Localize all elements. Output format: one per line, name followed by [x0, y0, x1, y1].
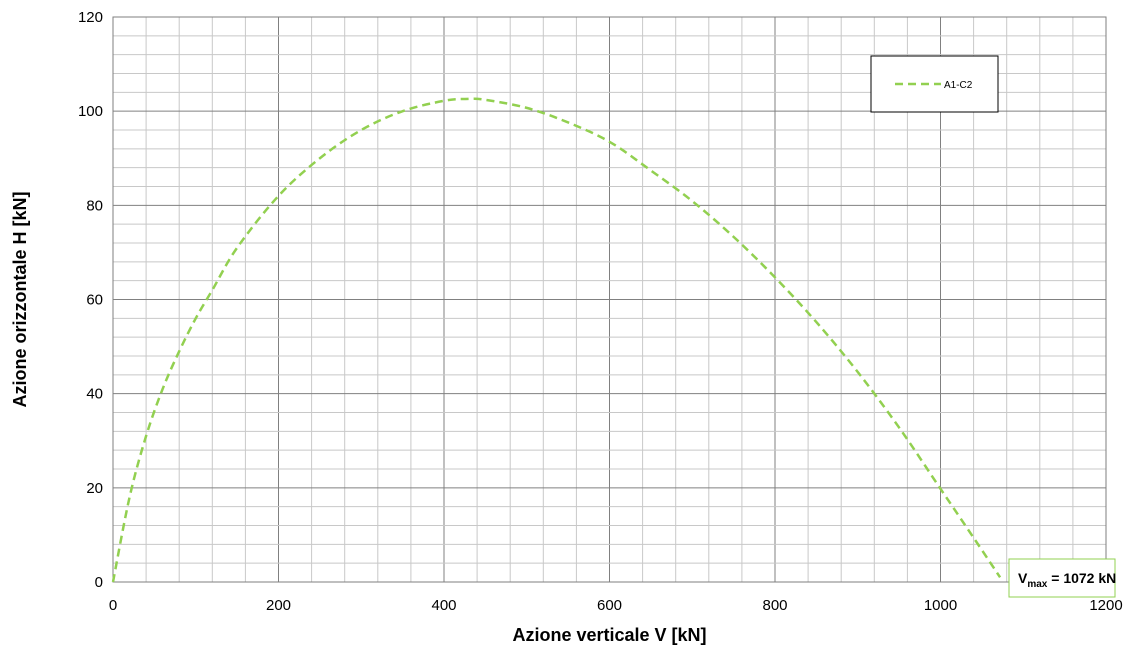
x-tick-label: 600 — [597, 597, 622, 614]
y-axis-title: Azione orizzontale H [kN] — [10, 191, 30, 407]
y-tick-label: 40 — [86, 386, 103, 403]
series-layer — [111, 97, 1002, 583]
vmax-symbol: V — [1018, 570, 1028, 586]
legend: A1-C2 — [870, 55, 999, 113]
x-tick-label: 200 — [266, 597, 291, 614]
vmax-annotation-text: Vmax = 1072 kN — [1018, 570, 1116, 590]
y-tick-label: 120 — [78, 9, 103, 26]
y-tick-label: 0 — [95, 574, 103, 591]
x-tick-label: 1200 — [1089, 597, 1122, 614]
y-tick-label: 60 — [86, 292, 103, 309]
legend-box — [870, 55, 999, 113]
vmax-value: = 1072 kN — [1047, 570, 1116, 586]
series-line — [111, 97, 1002, 583]
x-axis-title: Azione verticale V [kN] — [512, 625, 706, 645]
x-tick-label: 800 — [762, 597, 787, 614]
vmax-annotation-box — [1008, 558, 1116, 598]
y-tick-label: 80 — [86, 197, 103, 214]
y-tick-label: 100 — [78, 103, 103, 120]
grid — [112, 16, 1107, 583]
x-tick-label: 400 — [431, 597, 456, 614]
y-tick-label: 20 — [86, 480, 103, 497]
tick-labels: 0 200 400 600 800 1000 1200 0 20 40 60 80 100 120 — [78, 9, 1123, 614]
plot-area-border — [112, 16, 1107, 583]
legend-label: A1-C2 — [944, 80, 973, 91]
x-tick-label: 0 — [109, 597, 117, 614]
vmax-subscript: max — [1027, 579, 1047, 590]
x-tick-label: 1000 — [924, 597, 957, 614]
vmax-annotation: Vmax = 1072 kN — [1008, 558, 1116, 598]
